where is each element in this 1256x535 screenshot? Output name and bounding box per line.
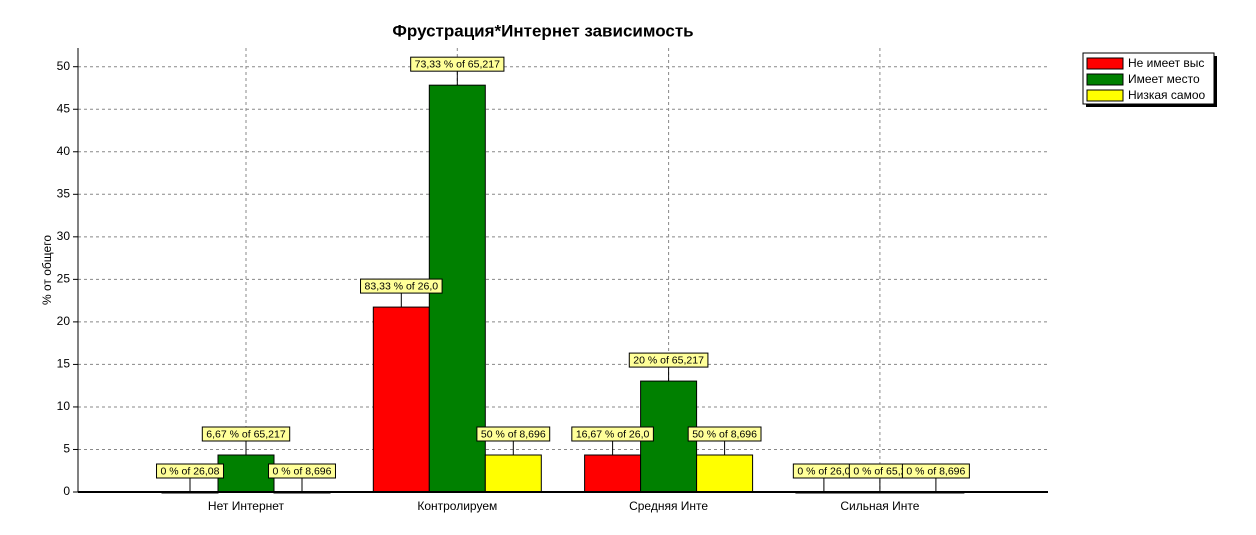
- y-tick-label: 0: [63, 484, 70, 498]
- y-tick-label: 20: [57, 314, 71, 328]
- value-label: 20 % of 65,217: [633, 354, 704, 366]
- value-label-group: 0 % of 65,2: [848, 463, 911, 479]
- y-tick-label: 10: [57, 399, 71, 413]
- bar: [584, 454, 642, 493]
- value-label: 0 % of 26,0: [797, 465, 850, 477]
- value-label-group: 6,67 % of 65,217: [201, 426, 291, 442]
- x-tick-label: Нет Интернет: [208, 499, 285, 513]
- bar: [217, 454, 275, 493]
- value-label-group: 0 % of 26,08: [156, 463, 224, 479]
- x-tick-label: Средняя Инте: [629, 499, 708, 513]
- y-tick-label: 50: [57, 59, 71, 73]
- y-tick-label: 25: [57, 272, 71, 286]
- y-axis-label: % от общего: [40, 235, 54, 305]
- value-label: 50 % of 8,696: [481, 428, 546, 440]
- y-tick-label: 15: [57, 357, 71, 371]
- legend-label: Имеет место: [1128, 72, 1200, 86]
- value-label-box: [268, 463, 336, 479]
- y-tick-label: 45: [57, 101, 71, 115]
- value-label-box: [410, 56, 505, 72]
- legend-label: Низкая самоо: [1128, 88, 1205, 102]
- value-label-group: 20 % of 65,217: [628, 352, 709, 368]
- bar: [484, 454, 542, 493]
- legend-swatch: [1086, 73, 1124, 86]
- value-label-group: 83,33 % of 26,0: [360, 278, 443, 294]
- value-label: 73,33 % of 65,217: [415, 58, 500, 70]
- bar: [372, 306, 430, 493]
- value-label: 83,33 % of 26,0: [365, 280, 439, 292]
- value-label: 0 % of 26,08: [161, 465, 220, 477]
- value-label: 0 % of 8,696: [273, 465, 332, 477]
- value-label-box: [360, 278, 443, 294]
- value-label: 16,67 % of 26,0: [576, 428, 650, 440]
- value-label-group: 0 % of 26,0: [792, 463, 855, 479]
- value-label-group: 73,33 % of 65,217: [410, 56, 505, 72]
- x-tick-label: Контролируем: [417, 499, 497, 513]
- x-tick-label: Сильная Инте: [840, 499, 919, 513]
- value-label-box: [687, 426, 762, 442]
- y-tick-label: 40: [57, 144, 71, 158]
- legend-swatch: [1086, 57, 1124, 70]
- value-label-box: [571, 426, 654, 442]
- value-label-box: [476, 426, 551, 442]
- legend-label: Не имеет выс: [1128, 56, 1204, 70]
- value-label-group: 16,67 % of 26,0: [571, 426, 654, 442]
- value-label: 6,67 % of 65,217: [206, 428, 286, 440]
- value-label-group: 0 % of 8,696: [268, 463, 336, 479]
- chart-title: Фрустрация*Интернет зависимость: [392, 21, 693, 40]
- value-label: 50 % of 8,696: [692, 428, 757, 440]
- value-label-box: [628, 352, 709, 368]
- y-tick-label: 35: [57, 186, 71, 200]
- value-label: 0 % of 8,696: [906, 465, 965, 477]
- legend-swatch: [1086, 89, 1124, 102]
- value-label-box: [201, 426, 291, 442]
- value-label-group: 0 % of 8,696: [901, 463, 970, 479]
- value-label-box: [901, 463, 970, 479]
- y-tick-label: 5: [63, 442, 70, 456]
- value-label-box: [156, 463, 224, 479]
- value-label: 0 % of 65,2: [853, 465, 906, 477]
- y-tick-label: 30: [57, 229, 71, 243]
- bar: [696, 454, 754, 493]
- value-label-group: 50 % of 8,696: [476, 426, 551, 442]
- value-label-group: 50 % of 8,696: [687, 426, 762, 442]
